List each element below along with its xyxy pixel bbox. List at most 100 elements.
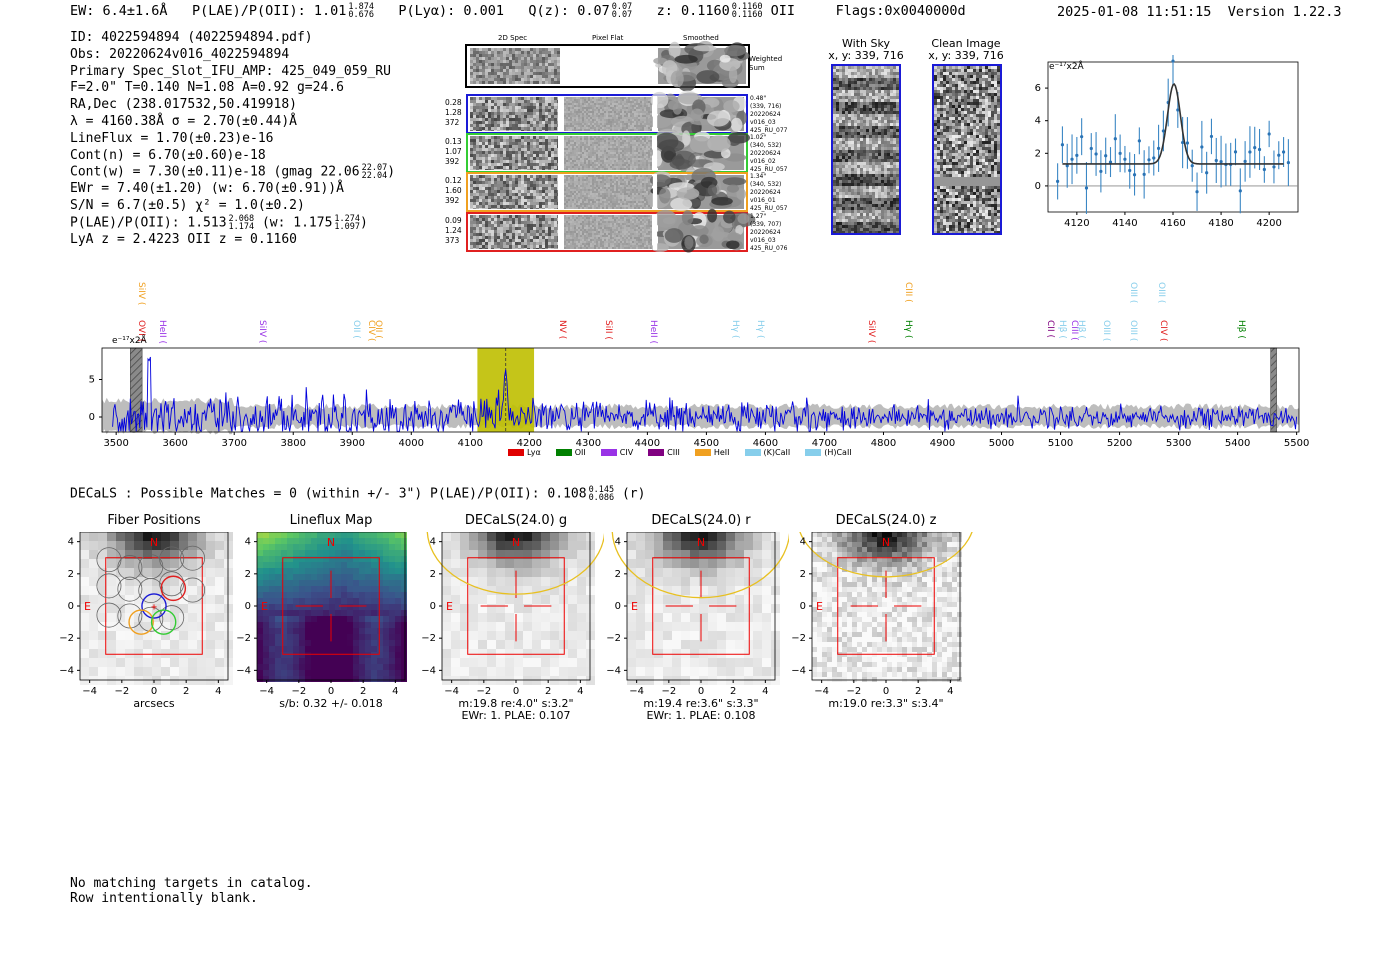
plae-w-hi: 1.274 bbox=[334, 213, 361, 224]
spectrum-x-tick: 4000 bbox=[399, 438, 424, 449]
cutout-smooth-patch bbox=[651, 208, 756, 253]
plae-text: P(LAE)/P(OII): 1.513 bbox=[70, 215, 227, 231]
cutout-row-v1: 0.12 bbox=[445, 176, 462, 185]
plae-w-end: ) bbox=[360, 215, 368, 231]
lineflux-map bbox=[257, 532, 407, 682]
zoom-y-tick: 2 bbox=[1035, 148, 1041, 159]
spectral-line-label: OIII ( bbox=[1128, 320, 1139, 342]
clean-image-xy: x, y: 339, 716 bbox=[928, 49, 1004, 62]
decals-panel-title: DECaLS(24.0) g bbox=[464, 513, 568, 528]
plae-w-lo: 1.097 bbox=[334, 221, 361, 232]
fiber-circle-highlight bbox=[150, 609, 177, 635]
decals-y-tick: −2 bbox=[236, 633, 251, 644]
north-label: N bbox=[512, 536, 520, 549]
search-box bbox=[282, 557, 380, 655]
decals-y-tick: 0 bbox=[245, 601, 251, 612]
decals-y-tick: −2 bbox=[606, 633, 621, 644]
timestamp: 2025-01-08 11:51:15 bbox=[1057, 4, 1212, 20]
cutout-row-pos: 1.34" bbox=[750, 173, 766, 180]
spectrum-x-tick: 5300 bbox=[1166, 438, 1191, 449]
decals-x-tick: −4 bbox=[82, 686, 97, 697]
cutout-2d-patch bbox=[470, 136, 558, 170]
flags-value: Flags:0x0040000d bbox=[835, 3, 966, 19]
spectral-line-label: OIII ( bbox=[1156, 282, 1167, 304]
galaxy-ellipse bbox=[426, 532, 604, 595]
decals-x-tick: −2 bbox=[114, 686, 129, 697]
north-label: N bbox=[150, 536, 158, 549]
zoom-x-tick: 4180 bbox=[1208, 218, 1233, 229]
fiber-circle bbox=[180, 545, 206, 571]
legend-item: CIII bbox=[648, 448, 680, 457]
cutout-row-date: 20220624 bbox=[750, 229, 781, 236]
ew-value: EW: 6.4±1.6Å bbox=[70, 3, 168, 19]
cutout-row-pos: 1.27" bbox=[750, 213, 766, 220]
fiber-circle bbox=[180, 577, 206, 603]
legend-swatch bbox=[555, 449, 572, 456]
decals-x-tick: 2 bbox=[545, 686, 551, 697]
spectrum-x-tick: 3700 bbox=[221, 438, 246, 449]
zoom-data-points bbox=[1056, 55, 1290, 214]
decals-cutout-pixels bbox=[812, 532, 962, 682]
cutout-2d-patch bbox=[470, 175, 558, 209]
with-sky-xy: x, y: 339, 716 bbox=[828, 49, 904, 62]
decals-y-tick: −4 bbox=[59, 665, 74, 676]
decals-end: (r) bbox=[621, 486, 646, 502]
qz-value: Q(z): 0.07 bbox=[528, 3, 610, 19]
footer-line-2: Row intentionally blank. bbox=[70, 891, 258, 906]
fiber-circle bbox=[96, 573, 122, 599]
cutout-row-amp: 425_RU_076 bbox=[750, 245, 788, 252]
galaxy-ellipse bbox=[611, 532, 789, 599]
decals-summary-text: DECaLS : Possible Matches = 0 (within +/… bbox=[70, 486, 587, 502]
cutout-row-xy: (339, 707) bbox=[750, 221, 781, 228]
decals-y-tick: 0 bbox=[800, 601, 806, 612]
decals-x-tick: 4 bbox=[762, 686, 768, 697]
version: Version 1.22.3 bbox=[1227, 4, 1342, 20]
info-lambda: λ = 4160.38Å σ = 2.70(±0.44)Å bbox=[70, 113, 297, 129]
spectrum-x-tick: 4300 bbox=[576, 438, 601, 449]
cutout-row-v3: 392 bbox=[445, 157, 460, 166]
legend-item: (K)CaII bbox=[744, 448, 790, 457]
info-obs: Obs: 20220624v016_4022594894 bbox=[70, 46, 290, 62]
decals-lo: 0.086 bbox=[588, 493, 615, 503]
decals-y-tick: 2 bbox=[68, 569, 74, 580]
east-label: E bbox=[631, 600, 638, 613]
east-label: E bbox=[816, 600, 823, 613]
cutout-panel: 2D Spec Pixel Flat Smoothed 0.28 1.28 372 0… bbox=[440, 33, 800, 258]
cutout-row-date: 20220624 bbox=[750, 189, 781, 196]
north-label: N bbox=[697, 536, 705, 549]
cutout-row-frame bbox=[466, 212, 748, 252]
decals-x-tick: −4 bbox=[814, 686, 829, 697]
spectrum-x-tick: 5400 bbox=[1225, 438, 1250, 449]
decals-y-tick: 0 bbox=[430, 601, 436, 612]
full-spectrum-plot: 3500 3600 3700 3800 3900 4000 4100 4200 4300 4400… bbox=[89, 347, 1309, 449]
north-label: N bbox=[882, 536, 890, 549]
contw-hi: 22.07 bbox=[361, 163, 388, 174]
spectrum-x-tick: 4900 bbox=[930, 438, 955, 449]
weighted-sum-label: Weighted Sum bbox=[749, 55, 783, 72]
fiber-circle bbox=[159, 605, 185, 631]
decals-panel-caption: m:19.8 re:4.0" s:3.2" bbox=[458, 697, 574, 710]
cutout-row-v3: 373 bbox=[445, 236, 460, 245]
cutout-row-pos: 0.48" bbox=[750, 95, 766, 102]
plae-header: P(LAE)/P(OII): 1.01 bbox=[191, 3, 347, 19]
zoom-x-tick: 4200 bbox=[1256, 218, 1281, 229]
fiber-circle-highlight bbox=[141, 593, 167, 619]
decals-panel-caption: m:19.0 re:3.3" s:3.4" bbox=[828, 697, 944, 710]
spectrum-x-tick: 3600 bbox=[162, 438, 187, 449]
cutout-row-v1: 0.28 bbox=[445, 98, 462, 107]
spectrum-x-tick: 5200 bbox=[1107, 438, 1132, 449]
spectrum-y-tick: 0 bbox=[89, 412, 95, 423]
decals-y-tick: −2 bbox=[791, 633, 806, 644]
decals-y-tick: 2 bbox=[430, 569, 436, 580]
cutout-flat-patch bbox=[564, 97, 652, 131]
cutout-row-shot: v016_01 bbox=[750, 197, 776, 204]
spectrum-line bbox=[112, 356, 1298, 434]
decals-y-tick: −2 bbox=[421, 633, 436, 644]
plae-header-lo: 0.676 bbox=[348, 10, 374, 20]
decals-panel-image: N E −4 −2 0 2 4 4 2 0 −2 −4 bbox=[606, 532, 789, 697]
cutout-row-date: 20220624 bbox=[750, 150, 781, 157]
z-value: z: 0.1160 bbox=[656, 3, 730, 19]
decals-x-tick: 4 bbox=[392, 686, 398, 697]
legend-label: (H)CaII bbox=[824, 448, 852, 457]
spectrum-y-tick: 5 bbox=[89, 375, 95, 386]
